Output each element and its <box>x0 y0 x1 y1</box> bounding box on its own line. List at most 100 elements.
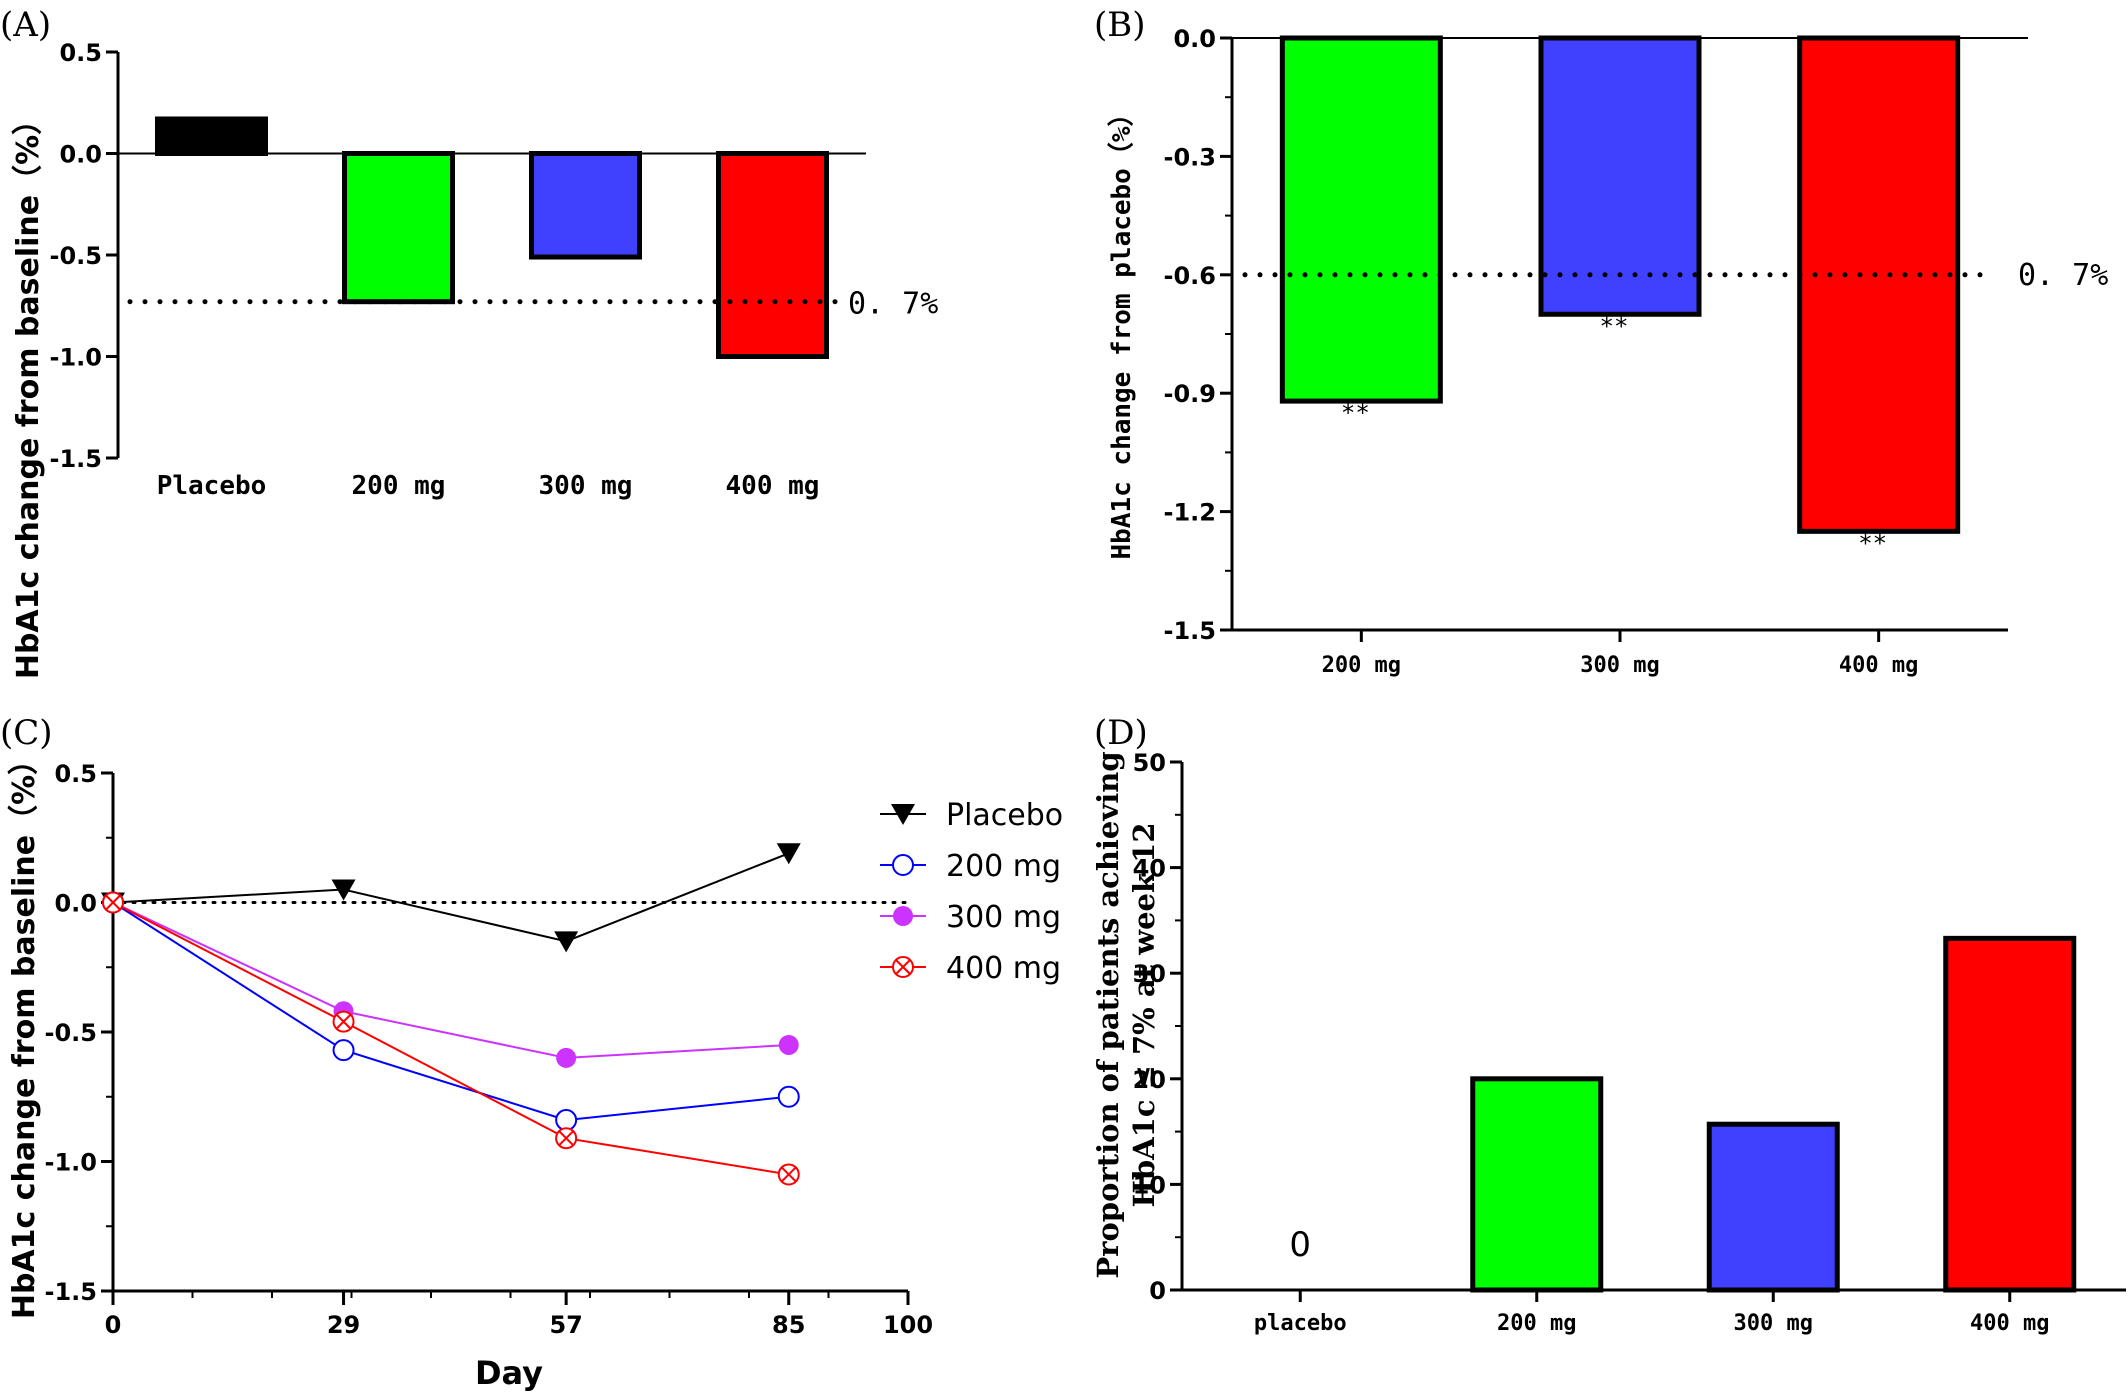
panel-a-category-label: Placebo <box>157 471 267 501</box>
panel-a-bar <box>716 151 829 359</box>
panel-c-legend-label: 300 mg <box>946 900 1061 935</box>
panel-c-legend-marker <box>892 854 914 876</box>
panel-c-series-point-cross <box>335 1013 352 1030</box>
panel-a-reference-label: 0. 7% <box>848 287 938 322</box>
panel-b-plot: 0.0 -0.3 -0.6 -0.9 -1.2 -1.5 200 mg ** 300 mg ** 4… <box>1164 25 2109 678</box>
panel-c-series-point <box>556 1047 577 1068</box>
panel-b-y-tick-label: -0.3 <box>1164 143 1216 171</box>
panel-d-value-label: 0 <box>1289 1225 1311 1265</box>
panel-b-y-tick-label: -1.2 <box>1164 499 1216 527</box>
panel-c-legend-label: Placebo <box>946 798 1063 833</box>
panel-a-bar <box>342 151 455 305</box>
panel-c-series-point <box>331 879 356 901</box>
panel-d-y-tick-label: 10 <box>1133 1171 1166 1199</box>
panel-c-series-point <box>102 891 124 914</box>
panel-b-y-tick-label: 0.0 <box>1173 25 1216 53</box>
panel-d-y-tick-label: 0 <box>1149 1277 1166 1305</box>
panel-d-category-label: 400 mg <box>1970 1311 2049 1336</box>
panel-c-xlabel: Day <box>475 1354 543 1392</box>
panel-c-series-point <box>555 1109 578 1132</box>
panel-b-category-label: 400 mg <box>1839 653 1918 678</box>
panel-c-x-tick-label: 29 <box>327 1311 360 1339</box>
panel-c-series-point <box>777 1085 800 1108</box>
panel-b-y-tick-label: -0.6 <box>1164 262 1216 290</box>
panel-c-series-line <box>112 852 790 943</box>
panel-c-y-tick-label: -0.5 <box>45 1019 97 1047</box>
panel-a: (A) HbA1c change from baseline（%） 0.5 0.0… <box>0 5 938 679</box>
panel-c-label: (C) <box>0 713 53 753</box>
panel-c-y-tick-label: 0.0 <box>54 890 97 918</box>
panel-c-series-point <box>332 1010 355 1033</box>
panel-c-y-tick-label: -1.5 <box>45 1278 97 1306</box>
panel-a-bar <box>155 116 268 156</box>
panel-c-legend-marker <box>892 956 914 978</box>
panel-b-significance-label: ** <box>1600 312 1629 340</box>
panel-b-y-tick-label: -0.9 <box>1164 380 1216 408</box>
panel-d-bar <box>1706 1121 1840 1293</box>
panel-a-y-tick-label: 0.5 <box>59 39 102 67</box>
panel-d-label: (D) <box>1094 713 1148 753</box>
panel-c-series-point <box>555 1127 578 1150</box>
panel-c-series-point <box>777 1163 800 1186</box>
panel-c-ylabel: HbA1c change from baseline（%） <box>7 745 42 1319</box>
panel-d-ylabel-line1: Proportion of patients achieving <box>1091 751 1125 1278</box>
panel-d-category-label: placebo <box>1254 1311 1347 1336</box>
panel-c-legend-label: 400 mg <box>946 951 1061 986</box>
panel-c-series-point <box>332 1039 355 1062</box>
panel-d-category-label: 300 mg <box>1734 1311 1813 1336</box>
panel-c-x-tick-label: 85 <box>772 1311 805 1339</box>
panel-c-x-tick-label: 100 <box>883 1311 933 1339</box>
panel-a-ylabel: HbA1c change from baseline（%） <box>11 105 46 679</box>
panel-c-series-point <box>554 931 579 953</box>
panel-c-legend-label: 200 mg <box>946 849 1061 884</box>
panel-c-series-point-cross <box>781 1166 797 1183</box>
panel-a-y-tick-label: -1.0 <box>50 344 102 372</box>
panel-d-y-tick-label: 40 <box>1133 855 1166 883</box>
panel-d-plot: 0 10 20 30 40 50 placebo 0 200 mg 300 mg 400 mg <box>1133 749 2126 1336</box>
panel-a-y-tick-label: -0.5 <box>50 242 102 270</box>
panel-d: (D) Proportion of patients achieving HbA… <box>1091 713 2126 1336</box>
panel-c-legend: Placebo 200 mg 300 mg 400 mg <box>880 798 1063 986</box>
panel-b-category-label: 300 mg <box>1580 653 1659 678</box>
panel-c-y-tick-label: 0.5 <box>54 760 97 788</box>
panel-d-bar <box>1943 935 2077 1293</box>
panel-a-label: (A) <box>0 5 51 45</box>
panel-c-x-tick-label: 0 <box>105 1311 122 1339</box>
panel-a-bar <box>529 151 642 260</box>
panel-b-bar <box>1538 35 1702 317</box>
panel-c-series-line <box>112 901 789 1176</box>
panel-c-series-point-cross <box>105 894 121 911</box>
panel-c-series-point <box>778 1034 799 1055</box>
panel-b-reference-label: 0. 7% <box>2018 258 2108 293</box>
panel-d-bar <box>1470 1076 1604 1293</box>
panel-a-category-label: 400 mg <box>726 471 820 501</box>
panel-b-label: (B) <box>1094 5 1146 45</box>
panel-b-bar <box>1797 35 1961 534</box>
panel-c-y-tick-label: -1.0 <box>45 1149 97 1177</box>
panel-d-ylabel-line2: HbA1c ≤ 7% at week 12 <box>1127 822 1161 1207</box>
panel-d-y-tick-label: 50 <box>1133 749 1166 777</box>
panel-d-category-label: 200 mg <box>1497 1311 1576 1336</box>
panel-a-category-label: 300 mg <box>539 471 633 501</box>
panel-a-y-tick-label: 0.0 <box>59 141 102 169</box>
panel-b-category-label: 200 mg <box>1322 653 1401 678</box>
panel-b-significance-label: ** <box>1858 529 1887 557</box>
panel-c-legend-marker <box>891 804 915 825</box>
panel-d-y-tick-label: 30 <box>1133 960 1166 988</box>
panel-c-x-tick-label: 57 <box>549 1311 582 1339</box>
panel-c: (C) HbA1c change from baseline（%） Day 0.… <box>0 713 1063 1392</box>
panel-b: (B) HbA1c change from placebo（%） 0.0 -0.3… <box>1094 5 2108 678</box>
panel-d-y-tick-label: 20 <box>1133 1066 1166 1094</box>
panel-a-plot: 0.5 0.0 -0.5 -1.0 -1.5 Placebo 200 mg 300 mg 400… <box>50 39 939 501</box>
panel-b-ylabel: HbA1c change from placebo（%） <box>1107 101 1137 560</box>
panel-c-legend-marker <box>893 906 913 926</box>
panel-c-series-line <box>112 901 789 1059</box>
panel-c-series-point <box>776 843 801 865</box>
panel-c-plot: 0.5 0.0 -0.5 -1.0 -1.5 0 29 57 85 100 <box>45 760 934 1339</box>
panel-b-significance-label: ** <box>1341 399 1370 427</box>
panel-b-bar <box>1279 35 1443 404</box>
panel-c-series-point-cross <box>558 1130 574 1146</box>
panel-c-series-line <box>112 901 789 1122</box>
panel-a-y-tick-label: -1.5 <box>50 445 102 473</box>
